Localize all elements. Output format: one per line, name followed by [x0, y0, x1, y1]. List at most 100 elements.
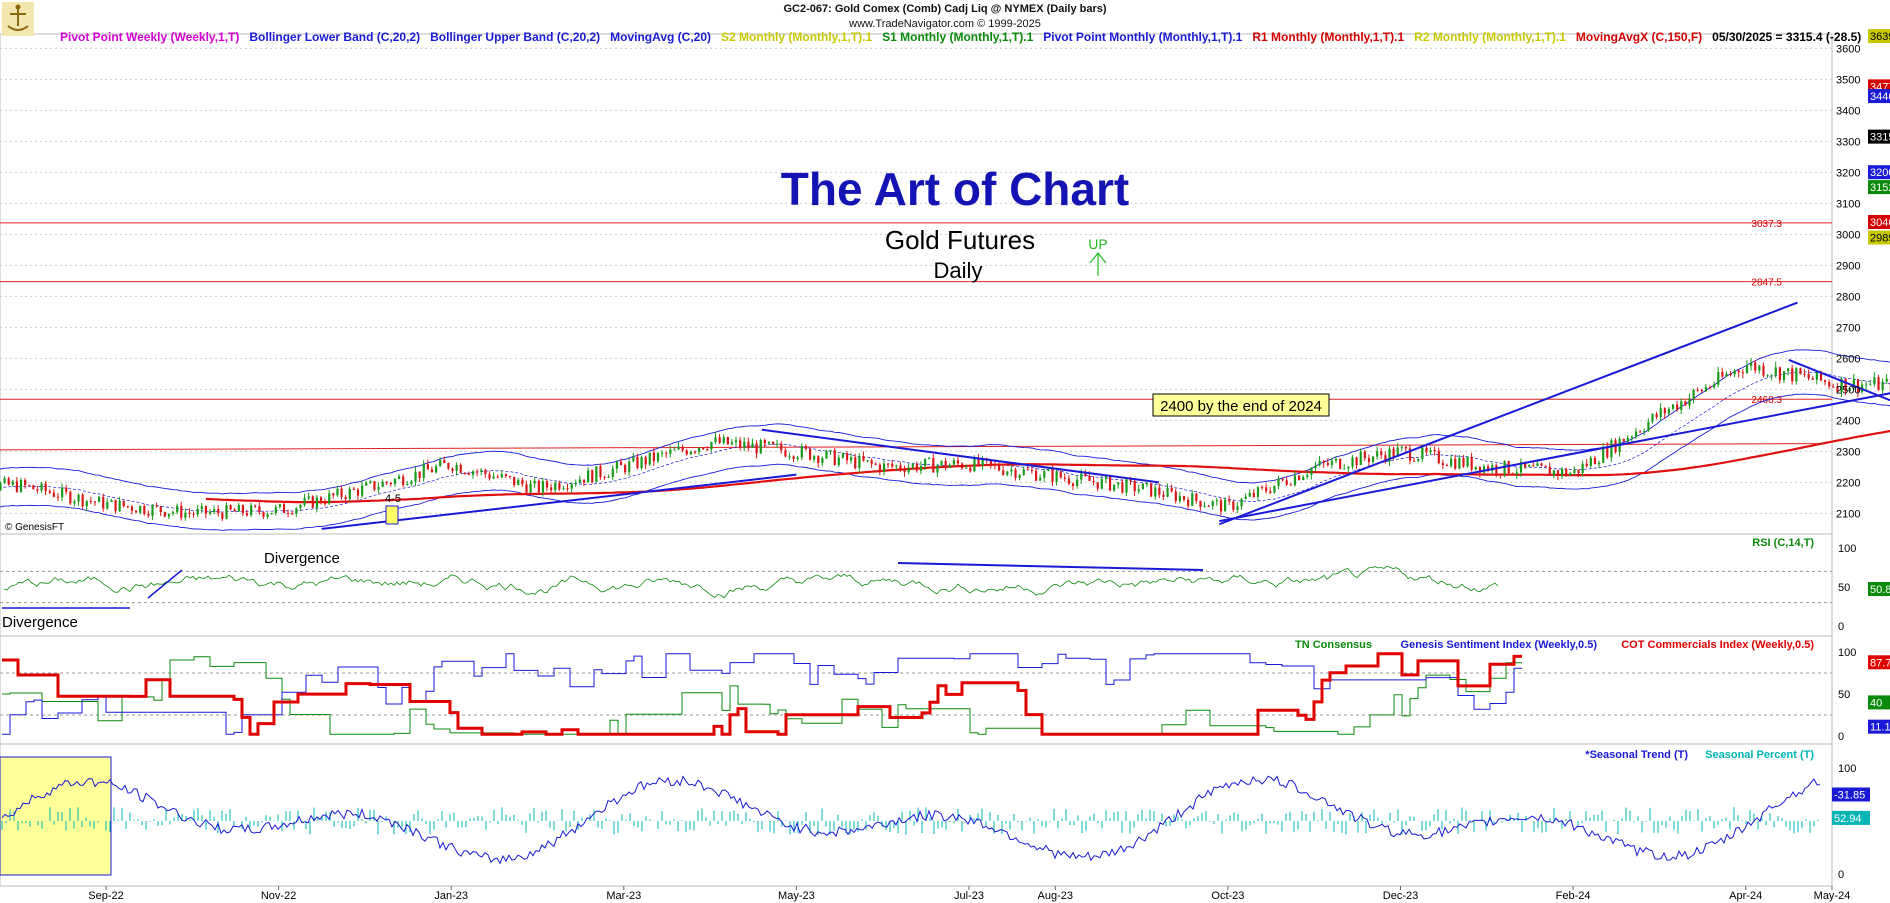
sent-value-label: 11.11	[1870, 722, 1890, 734]
candle-body	[426, 464, 429, 470]
candle-body	[591, 470, 594, 483]
candle-body	[1766, 375, 1769, 377]
candle-body	[303, 498, 306, 505]
seas-value-label: -31.85	[1834, 790, 1865, 802]
candle-body	[295, 508, 298, 514]
candle-body	[1014, 469, 1017, 478]
candle-body	[0, 482, 2, 491]
candle-body	[956, 460, 960, 464]
candle-body	[739, 440, 742, 448]
candle-body	[324, 502, 327, 504]
candle-body	[245, 513, 249, 516]
legend-item: R2 Monthly (Monthly,1,T).1	[1414, 30, 1566, 44]
candle-body	[1491, 465, 1494, 471]
candle-body	[1297, 475, 1301, 480]
candle-body	[1700, 389, 1703, 392]
candle-body	[1561, 469, 1564, 476]
candle-body	[656, 453, 660, 462]
candle-body	[1852, 379, 1855, 389]
candle-body	[455, 464, 458, 471]
candle-body	[1121, 482, 1124, 493]
candle-body	[734, 440, 738, 443]
trade-navigator-logo-icon	[2, 2, 34, 36]
candle-body	[751, 443, 754, 448]
candle-body	[1396, 447, 1399, 457]
candle-body	[225, 505, 228, 519]
candle-body	[652, 452, 655, 462]
candle-body	[1622, 438, 1625, 442]
candle-body	[895, 465, 898, 467]
candle-body	[1302, 476, 1305, 480]
candle-body	[1380, 451, 1383, 456]
candle-body	[447, 463, 450, 469]
candle-body	[1684, 401, 1687, 406]
sentiment-series-line	[2, 652, 1522, 736]
price-tick-label: 2300	[1836, 446, 1860, 458]
legend-item: MovingAvgX (C,150,F)	[1575, 30, 1703, 44]
candle-body	[1211, 501, 1214, 507]
candle-body	[1844, 378, 1847, 392]
candle-body	[1339, 458, 1342, 469]
candle-body	[1856, 379, 1860, 392]
candle-body	[977, 457, 980, 466]
sent-title-tn: TN Consensus	[1295, 639, 1372, 651]
candle-body	[1166, 487, 1169, 497]
moving-average-20	[0, 371, 1890, 513]
candle-body	[32, 485, 35, 490]
note-box	[1152, 393, 1330, 417]
candle-body	[1873, 377, 1876, 385]
candle-body	[282, 504, 286, 513]
candle-body	[525, 484, 528, 493]
candle-body	[1680, 401, 1683, 410]
candle-body	[554, 482, 557, 491]
candle-body	[1445, 465, 1449, 467]
candle-body	[689, 451, 692, 455]
candle-body	[1544, 465, 1547, 467]
candle-body	[336, 488, 339, 496]
candle-body	[1022, 469, 1025, 475]
price-tick-label: 3200	[1836, 167, 1860, 179]
candle-body	[648, 452, 651, 465]
candle-body	[28, 485, 31, 487]
candle-body	[1548, 466, 1551, 476]
candle-body	[1667, 408, 1671, 414]
price-tag-bg	[1868, 180, 1890, 195]
candle-body	[644, 457, 647, 465]
candle-body	[1224, 499, 1227, 512]
candle-body	[1384, 455, 1387, 462]
candle-body	[570, 483, 573, 489]
candle-body	[1244, 496, 1247, 499]
price-tick-label: 2600	[1836, 353, 1860, 365]
price-tick-label: 3600	[1836, 43, 1860, 55]
candle-body	[1803, 373, 1806, 375]
candle-body	[1039, 477, 1042, 481]
candle-body	[595, 466, 598, 483]
candle-body	[1306, 474, 1309, 477]
price-tick-label: 2900	[1836, 260, 1860, 272]
candle-body	[19, 480, 23, 492]
candle-body	[1639, 431, 1642, 433]
candle-body	[254, 505, 257, 507]
candle-body	[44, 483, 47, 492]
candle-body	[1236, 506, 1239, 510]
price-tag-bg	[1868, 165, 1890, 180]
price-tick-label: 3100	[1836, 198, 1860, 210]
candle-body	[903, 469, 906, 473]
candle-body	[1174, 491, 1177, 502]
candle-body	[1540, 463, 1543, 466]
candle-body	[221, 513, 224, 519]
candle-body	[1602, 446, 1605, 463]
candle-body	[258, 506, 261, 513]
candle-body	[969, 467, 972, 472]
candle-body	[36, 489, 39, 491]
legend-item: R1 Monthly (Monthly,1,T).1	[1252, 30, 1405, 44]
sent-tick-label: 100	[1838, 647, 1856, 659]
candle-body	[796, 457, 799, 459]
candle-body	[1671, 404, 1675, 409]
support-line-label: 2468.3	[1751, 395, 1782, 406]
candle-body	[919, 465, 923, 471]
candle-body	[607, 476, 610, 478]
seas-value-tag	[1832, 810, 1870, 825]
candle-body	[1589, 458, 1592, 467]
candle-body	[780, 443, 783, 451]
